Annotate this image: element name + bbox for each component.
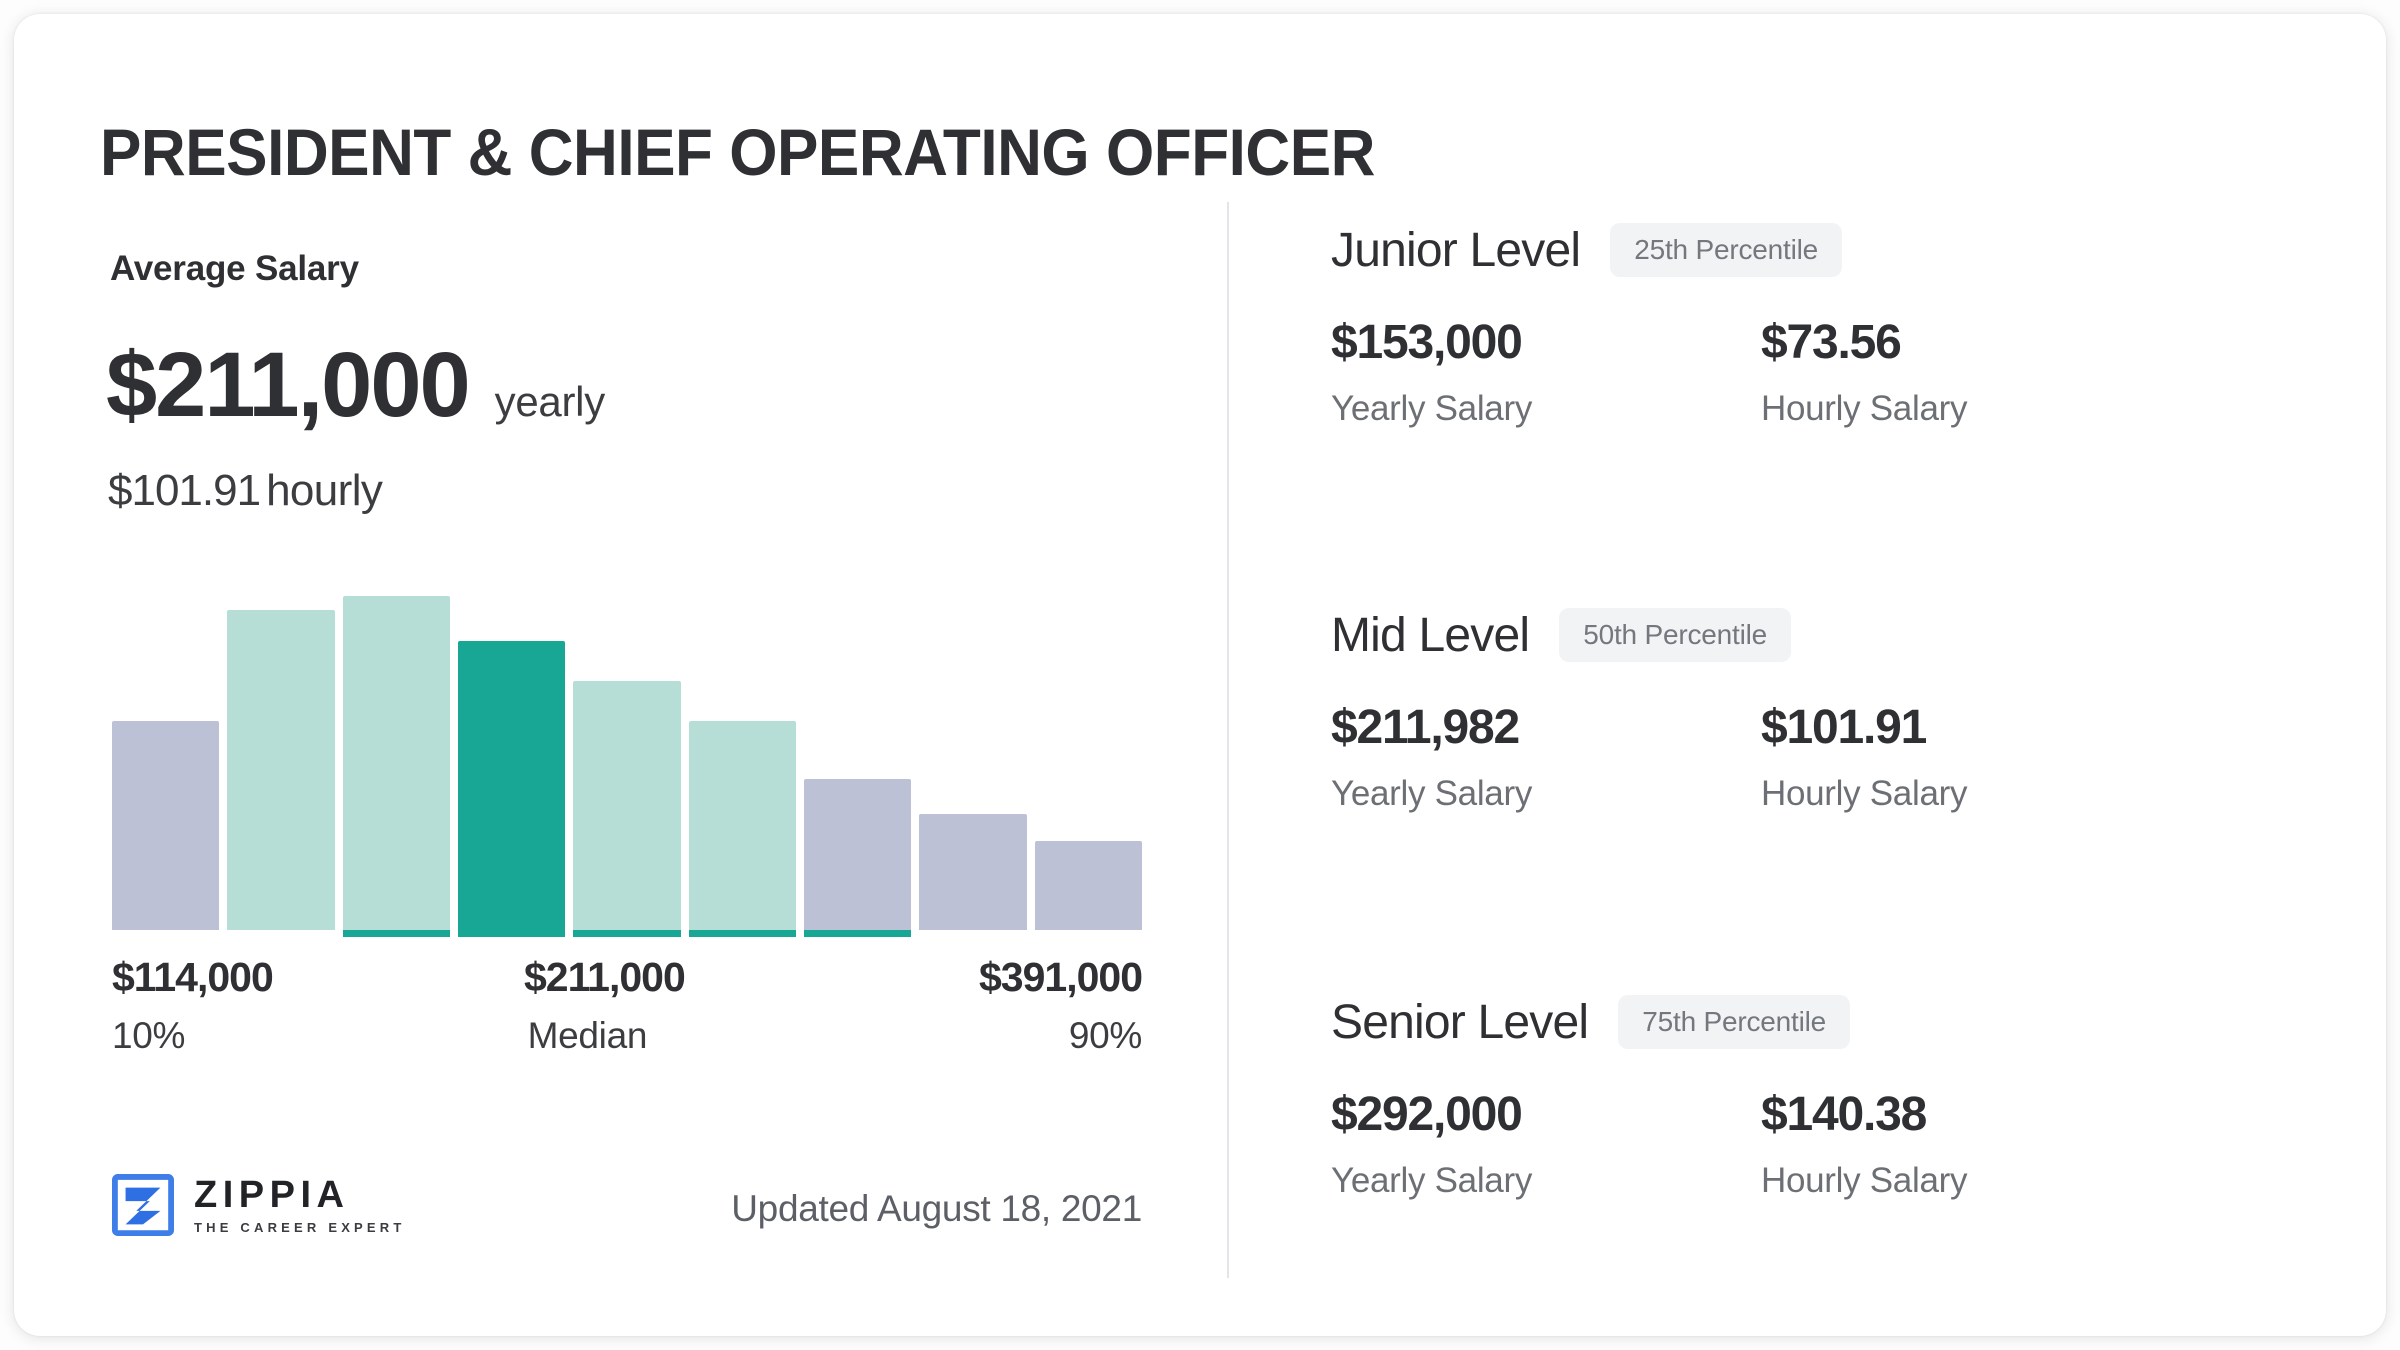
stat-yearly-label-mid: Yearly Salary (1331, 774, 1533, 813)
level-name-mid: Mid Level (1331, 608, 1530, 662)
chart-bars (112, 574, 1142, 938)
salary-card: PRESIDENT & CHIEF OPERATING OFFICER Aver… (14, 14, 2386, 1336)
chart-bar (227, 609, 335, 930)
level-block-mid: Mid Level 50th Percentile $211,982 Yearl… (1331, 604, 2331, 814)
chart-bar (112, 720, 220, 930)
stat-hourly-mid: $101.91 Hourly Salary (1761, 704, 2191, 814)
stat-hourly-senior: $140.38 Hourly Salary (1761, 1091, 2191, 1201)
average-salary-panel: Average Salary $211,000 yearly $101.91 h… (14, 14, 1227, 1336)
level-stats-junior: $153,000 Yearly Salary $73.56 Hourly Sal… (1331, 319, 2331, 429)
chart-bar (342, 596, 451, 937)
stat-yearly-value-senior: $292,000 (1331, 1088, 1523, 1141)
average-salary-yearly-unit: yearly (494, 378, 606, 425)
chart-bar (1034, 841, 1142, 930)
level-header-junior: Junior Level 25th Percentile (1331, 219, 2331, 281)
panel-divider (1227, 202, 1229, 1278)
level-block-junior: Junior Level 25th Percentile $153,000 Ye… (1331, 219, 2331, 429)
percentile-badge-senior: 75th Percentile (1618, 995, 1851, 1049)
stat-yearly-junior: $153,000 Yearly Salary (1331, 319, 1761, 429)
axis-low-sub: 10% (112, 1015, 186, 1056)
stat-hourly-value-senior: $140.38 (1761, 1088, 1927, 1141)
zippia-logo-text: ZIPPIA THE CAREER EXPERT (194, 1176, 406, 1234)
axis-label-median: $211,000 Median (524, 954, 686, 1057)
zippia-wordmark: ZIPPIA (194, 1174, 350, 1216)
level-block-senior: Senior Level 75th Percentile $292,000 Ye… (1331, 991, 2331, 1201)
level-name-junior: Junior Level (1331, 223, 1581, 277)
chart-bar (803, 778, 912, 938)
salary-distribution-chart (112, 574, 1142, 938)
zippia-tagline: THE CAREER EXPERT (194, 1220, 406, 1235)
stat-yearly-mid: $211,982 Yearly Salary (1331, 704, 1761, 814)
axis-median-sub: Median (527, 1015, 648, 1056)
levels-panel: Junior Level 25th Percentile $153,000 Ye… (1227, 14, 2386, 1336)
axis-label-low: $114,000 10% (112, 954, 274, 1057)
average-salary-amount: $211,000 (106, 334, 471, 436)
chart-bar (919, 814, 1027, 930)
stat-hourly-label-mid: Hourly Salary (1761, 774, 1968, 813)
stat-hourly-label-junior: Hourly Salary (1761, 389, 1968, 428)
card-footer: ZIPPIA THE CAREER EXPERT Updated August … (112, 1174, 1142, 1264)
zippia-logo-icon (112, 1174, 174, 1236)
percentile-badge-junior: 25th Percentile (1610, 223, 1843, 277)
axis-low-value: $114,000 (112, 954, 274, 1000)
stat-yearly-value-junior: $153,000 (1331, 316, 1523, 369)
percentile-badge-mid: 50th Percentile (1559, 608, 1792, 662)
average-hourly-amount: $101.91 (108, 466, 261, 515)
updated-date: Updated August 18, 2021 (731, 1188, 1142, 1229)
chart-axis-labels: $114,000 10% $211,000 Median $391,000 90… (112, 954, 1143, 1084)
page-title: PRESIDENT & CHIEF OPERATING OFFICER (100, 115, 1375, 189)
axis-median-value: $211,000 (524, 954, 686, 1000)
axis-high-value: $391,000 (978, 954, 1143, 1000)
stat-yearly-senior: $292,000 Yearly Salary (1331, 1091, 1761, 1201)
level-stats-senior: $292,000 Yearly Salary $140.38 Hourly Sa… (1331, 1091, 2331, 1201)
chart-bar (688, 720, 797, 938)
average-salary-label: Average Salary (110, 249, 359, 288)
stat-yearly-label-senior: Yearly Salary (1331, 1161, 1533, 1200)
stat-yearly-label-junior: Yearly Salary (1331, 389, 1533, 428)
stat-yearly-value-mid: $211,982 (1331, 701, 1520, 754)
average-hourly-unit: hourly (266, 466, 383, 515)
average-salary-hourly: $101.91 hourly (108, 466, 383, 516)
chart-bar (457, 640, 566, 938)
level-name-senior: Senior Level (1331, 995, 1589, 1049)
axis-high-sub: 90% (1068, 1015, 1142, 1056)
stat-hourly-value-junior: $73.56 (1761, 316, 1902, 369)
level-stats-mid: $211,982 Yearly Salary $101.91 Hourly Sa… (1331, 704, 2331, 814)
axis-label-high: $391,000 90% (978, 954, 1143, 1057)
stat-hourly-value-mid: $101.91 (1761, 701, 1927, 754)
level-header-mid: Mid Level 50th Percentile (1331, 604, 2331, 666)
chart-bar (573, 680, 681, 938)
average-salary-yearly: $211,000 yearly (106, 339, 605, 431)
stat-hourly-junior: $73.56 Hourly Salary (1761, 319, 2191, 429)
level-header-senior: Senior Level 75th Percentile (1331, 991, 2331, 1053)
stat-hourly-label-senior: Hourly Salary (1761, 1161, 1968, 1200)
zippia-logo[interactable]: ZIPPIA THE CAREER EXPERT (112, 1174, 406, 1236)
